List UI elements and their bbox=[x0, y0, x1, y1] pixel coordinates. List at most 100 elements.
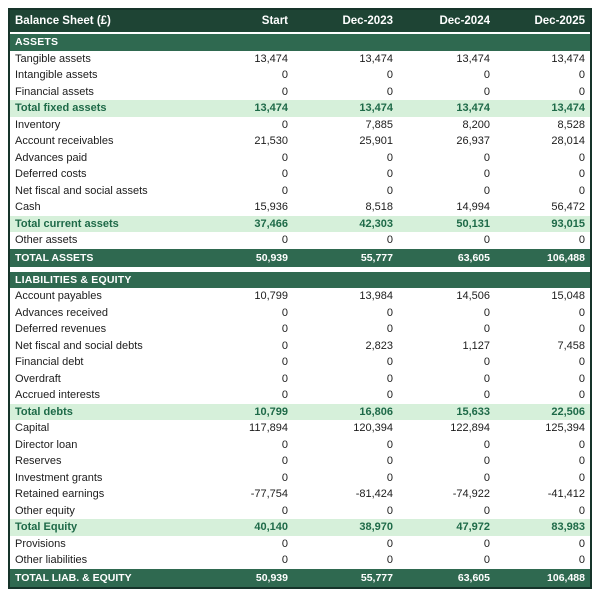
table-row-label: Deferred revenues bbox=[15, 323, 107, 336]
table-row-value: 13,474 bbox=[551, 52, 585, 65]
subtotal-row-value: 13,474 bbox=[359, 102, 393, 115]
table-row-value: 0 bbox=[483, 168, 490, 181]
table-row-value: 8,518 bbox=[365, 201, 393, 214]
table-row-value: 0 bbox=[386, 356, 393, 369]
table-row-label: Advances paid bbox=[15, 151, 88, 164]
grand-total-row-value: 55,777 bbox=[360, 251, 393, 264]
subtotal-row-value: 40,140 bbox=[254, 521, 288, 534]
subtotal-row-value: 16,806 bbox=[359, 405, 393, 418]
table-row: Other assets 0 0 0 0 bbox=[10, 232, 590, 249]
table-row-label: Tangible assets bbox=[15, 52, 91, 65]
grand-total-row-label: TOTAL ASSETS bbox=[15, 251, 94, 264]
table-row-label: Accrued interests bbox=[15, 389, 100, 402]
table-row-label: Provisions bbox=[15, 537, 66, 550]
subtotal-row-value: 10,799 bbox=[254, 405, 288, 418]
subtotal-row: Total current assets 37,466 42,303 50,131 93… bbox=[10, 215, 590, 232]
table-row-value: 0 bbox=[483, 471, 490, 484]
subtotal-row: Total fixed assets 13,474 13,474 13,474 13,4… bbox=[10, 100, 590, 117]
subtotal-row-value: 22,506 bbox=[551, 405, 585, 418]
table-row: Other liabilities 0 0 0 0 bbox=[10, 552, 590, 569]
table-row-value: 13,474 bbox=[254, 52, 288, 65]
table-row-value: 8,200 bbox=[462, 118, 490, 131]
table-row: Deferred revenues 0 0 0 0 bbox=[10, 321, 590, 338]
table-row-value: 0 bbox=[578, 168, 585, 181]
table-row-value: 0 bbox=[281, 339, 288, 352]
balance-sheet-table: Balance Sheet (£) Start Dec-2023 Dec-2024 De… bbox=[8, 8, 592, 589]
table-row-value: 14,994 bbox=[456, 201, 490, 214]
table-row-label: Advances received bbox=[15, 306, 108, 319]
grand-total-row-value: 63,605 bbox=[457, 251, 490, 264]
table-row-value: 15,936 bbox=[254, 201, 288, 214]
table-row-value: 0 bbox=[483, 372, 490, 385]
table-row-label: Capital bbox=[15, 422, 50, 435]
table-row-value: 0 bbox=[281, 306, 288, 319]
table-row-value: 2,823 bbox=[365, 339, 393, 352]
subtotal-row-value: 42,303 bbox=[359, 217, 393, 230]
table-row-value: 0 bbox=[578, 537, 585, 550]
table-row-value: 0 bbox=[483, 356, 490, 369]
table-row-value: 13,474 bbox=[359, 52, 393, 65]
table-row-value: 0 bbox=[281, 372, 288, 385]
table-row-value: 0 bbox=[386, 372, 393, 385]
table-header-row: Balance Sheet (£) Start Dec-2023 Dec-2024 De… bbox=[10, 10, 590, 32]
table-row-value: 0 bbox=[578, 323, 585, 336]
table-row-value: 28,014 bbox=[551, 135, 585, 148]
table-row-value: 0 bbox=[386, 306, 393, 319]
grand-total-row-value: 63,605 bbox=[457, 571, 490, 584]
table-row-value: 0 bbox=[578, 455, 585, 468]
table-row: Retained earnings -77,754 -81,424 -74,922 -4… bbox=[10, 486, 590, 503]
header-divider bbox=[10, 32, 590, 34]
table-row-label: Account payables bbox=[15, 290, 102, 303]
table-row-label: Cash bbox=[15, 201, 41, 214]
subtotal-row-label: Total debts bbox=[15, 405, 73, 418]
table-row-value: 0 bbox=[483, 537, 490, 550]
table-row: Intangible assets 0 0 0 0 bbox=[10, 67, 590, 84]
table-row-value: 13,984 bbox=[359, 290, 393, 303]
table-row-label: Other assets bbox=[15, 234, 78, 247]
table-row-value: 0 bbox=[578, 471, 585, 484]
table-row-value: 0 bbox=[578, 356, 585, 369]
table-row-label: Other equity bbox=[15, 504, 75, 517]
table-row-value: 0 bbox=[281, 69, 288, 82]
table-row-value: 0 bbox=[386, 69, 393, 82]
table-row-value: 0 bbox=[386, 504, 393, 517]
table-row-value: 7,885 bbox=[365, 118, 393, 131]
table-row-value: 0 bbox=[386, 537, 393, 550]
table-row-label: Intangible assets bbox=[15, 69, 98, 82]
subtotal-row-value: 37,466 bbox=[254, 217, 288, 230]
table-header-row-value: Start bbox=[261, 15, 288, 27]
table-row-value: 0 bbox=[483, 455, 490, 468]
table-row-value: 56,472 bbox=[551, 201, 585, 214]
section-header-0-label: ASSETS bbox=[15, 36, 59, 49]
table-row-label: Other liabilities bbox=[15, 554, 88, 567]
table-row-value: 125,394 bbox=[545, 422, 585, 435]
section-header-1-label: LIABILITIES & EQUITY bbox=[15, 273, 132, 286]
table-row-label: Inventory bbox=[15, 118, 61, 131]
table-row-value: 0 bbox=[281, 438, 288, 451]
table-row-value: 0 bbox=[386, 438, 393, 451]
table-row-label: Net fiscal and social assets bbox=[15, 184, 148, 197]
subtotal-row-value: 13,474 bbox=[551, 102, 585, 115]
table-row-value: 0 bbox=[281, 554, 288, 567]
table-row-value: 117,894 bbox=[249, 422, 288, 435]
grand-total-row-value: 55,777 bbox=[360, 571, 393, 584]
subtotal-row-value: 15,633 bbox=[456, 405, 490, 418]
table-row: Other equity 0 0 0 0 bbox=[10, 503, 590, 520]
table-row-value: 0 bbox=[281, 389, 288, 402]
table-row-value: 0 bbox=[386, 234, 393, 247]
subtotal-row-label: Total current assets bbox=[15, 217, 119, 230]
table-row-value: 26,937 bbox=[456, 135, 490, 148]
grand-total-row-value: 50,939 bbox=[255, 251, 288, 264]
table-row-value: 0 bbox=[386, 184, 393, 197]
subtotal-row-value: 83,983 bbox=[551, 521, 585, 534]
table-row-value: 0 bbox=[483, 554, 490, 567]
table-row-label: Investment grants bbox=[15, 471, 103, 484]
table-row-value: 0 bbox=[578, 234, 585, 247]
table-row: Tangible assets 13,474 13,474 13,474 13,474 bbox=[10, 51, 590, 68]
table-row: Advances received 0 0 0 0 bbox=[10, 305, 590, 322]
table-row-label: Reserves bbox=[15, 455, 62, 468]
table-row-value: 0 bbox=[386, 323, 393, 336]
table-row: Investment grants 0 0 0 0 bbox=[10, 470, 590, 487]
table-header-row-label: Balance Sheet (£) bbox=[15, 15, 111, 27]
